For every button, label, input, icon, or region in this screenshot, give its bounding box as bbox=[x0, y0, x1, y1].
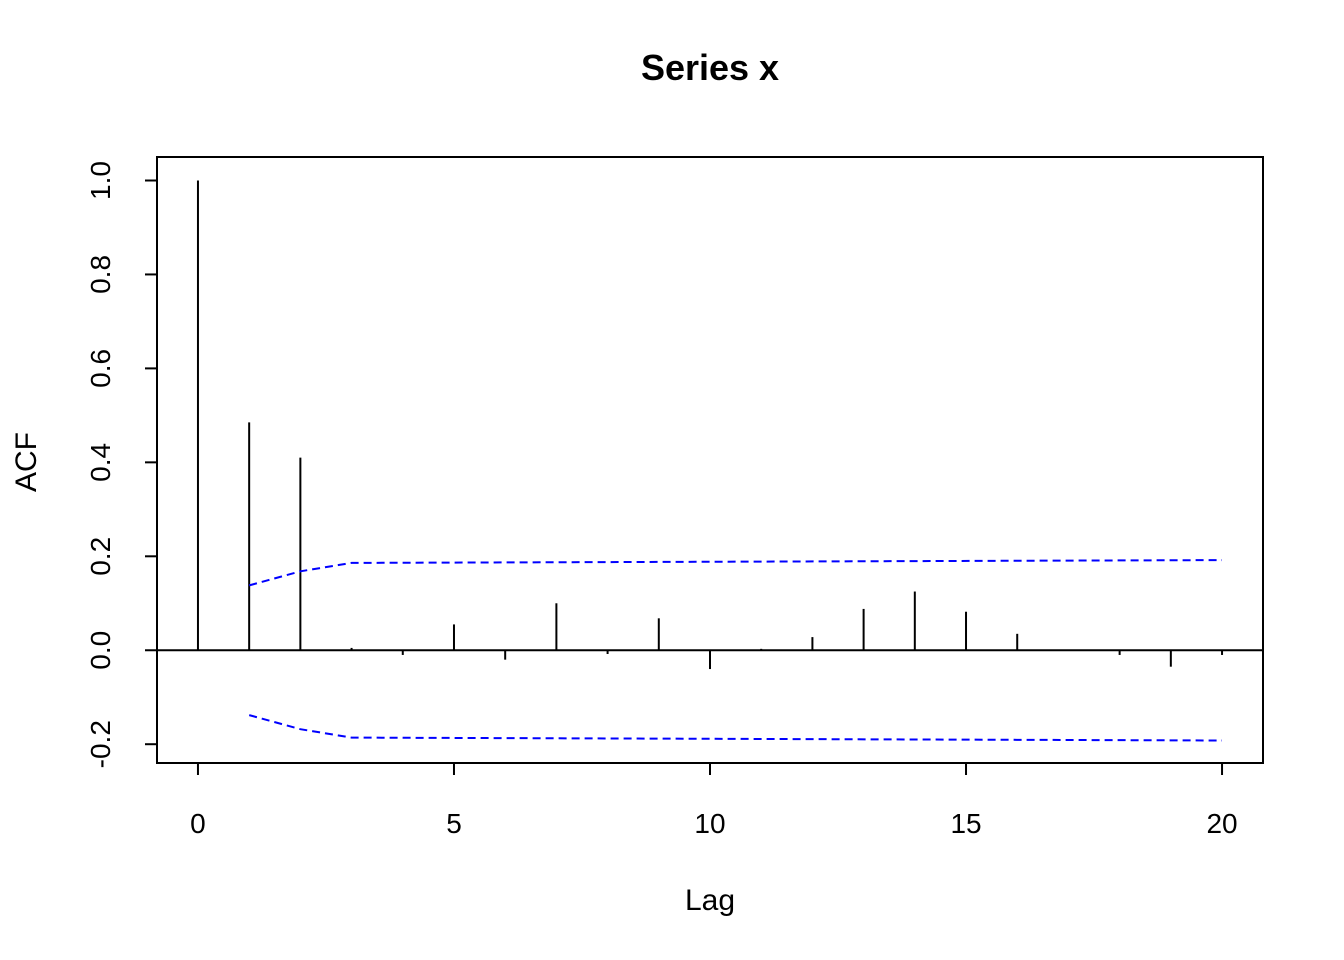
y-tick-label-1.0: 1.0 bbox=[85, 161, 116, 200]
x-tick-label-5: 5 bbox=[446, 808, 462, 839]
x-tick-label-15: 15 bbox=[950, 808, 981, 839]
plot-frame bbox=[156, 156, 1264, 764]
plot-marks: 0 5 10 15 20 -0.2 0.0 0.2 0.4 0.6 0.8 1.0 bbox=[85, 161, 1263, 839]
y-tick-label--0.2: -0.2 bbox=[85, 720, 116, 768]
confidence-band-lower bbox=[248, 714, 1223, 742]
confidence-band-upper bbox=[248, 559, 1223, 587]
y-tick-label-0.4: 0.4 bbox=[85, 443, 116, 482]
x-axis-label: Lag bbox=[685, 884, 735, 917]
x-tick-label-10: 10 bbox=[694, 808, 725, 839]
x-tick-label-20: 20 bbox=[1206, 808, 1237, 839]
x-tick-label-0: 0 bbox=[190, 808, 206, 839]
y-tick-label-0.6: 0.6 bbox=[85, 349, 116, 388]
y-tick-label-0.0: 0.0 bbox=[85, 631, 116, 670]
y-tick-label-0.2: 0.2 bbox=[85, 537, 116, 576]
chart-title: Series x bbox=[641, 47, 779, 88]
y-tick-label-0.8: 0.8 bbox=[85, 255, 116, 294]
y-axis-label: ACF bbox=[10, 432, 43, 492]
